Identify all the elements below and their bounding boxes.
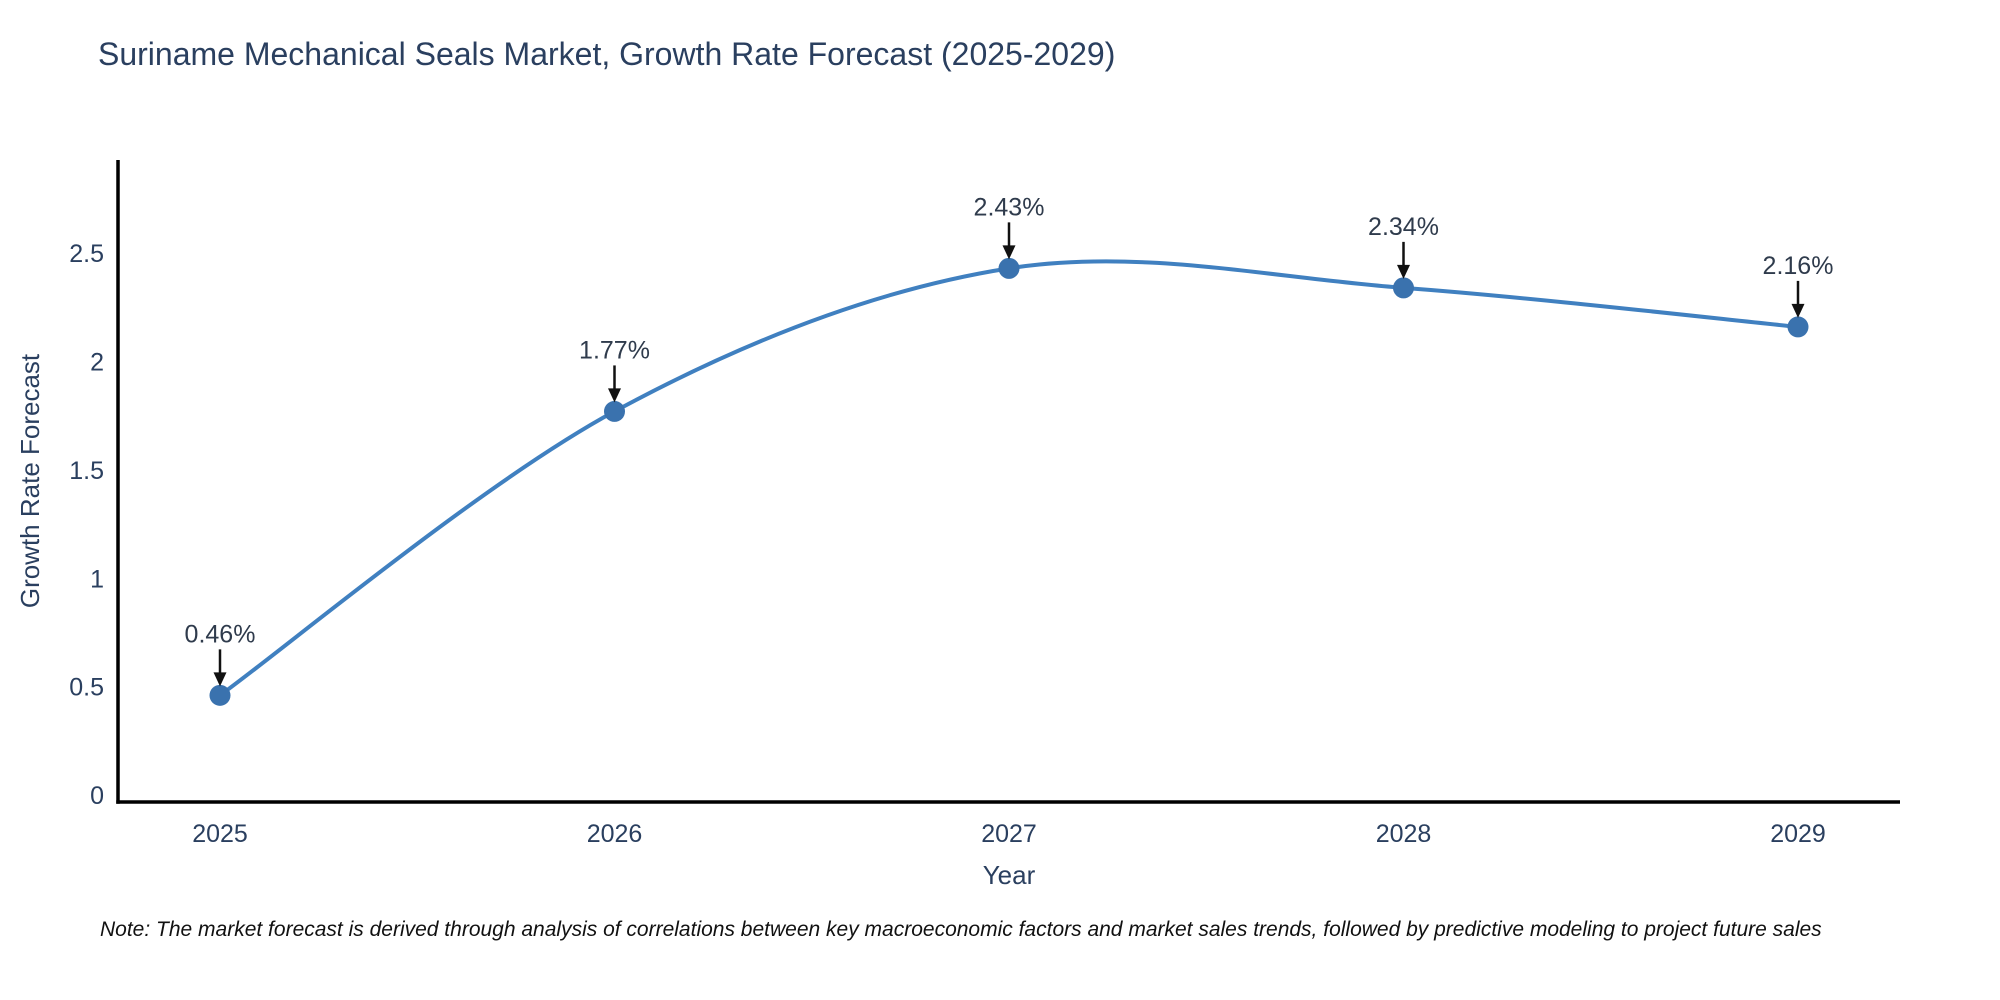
chart-footnote: Note: The market forecast is derived thr… — [100, 918, 1822, 941]
trend-line — [218, 259, 1799, 697]
annotation-label: 1.77% — [579, 336, 650, 364]
data-point-marker — [1393, 277, 1414, 299]
y-tick-label: 1.5 — [69, 457, 104, 485]
annotation-label: 0.46% — [185, 620, 256, 648]
annotation-label: 2.16% — [1763, 252, 1834, 280]
y-tick-label: 0 — [90, 782, 104, 810]
x-tick-label: 2025 — [192, 820, 248, 848]
data-point-marker — [209, 684, 231, 706]
x-tick-label: 2028 — [1376, 820, 1432, 848]
y-axis-title: Growth Rate Forecast — [15, 353, 45, 608]
y-tick-label: 1 — [90, 565, 104, 593]
data-point-marker — [604, 400, 625, 422]
x-tick-label: 2026 — [587, 820, 643, 848]
x-tick-label: 2027 — [981, 820, 1037, 848]
annotation-arrow-head — [1002, 245, 1016, 260]
chart-title: Suriname Mechanical Seals Market, Growth… — [98, 36, 1116, 72]
annotation-label: 2.43% — [974, 193, 1045, 221]
annotation-arrow-head — [1397, 264, 1410, 279]
x-axis-title: Year — [983, 860, 1036, 890]
annotation-label: 2.34% — [1368, 213, 1439, 241]
y-tick-label: 2 — [90, 349, 104, 377]
x-tick-label: 2029 — [1770, 820, 1826, 848]
data-point-marker — [998, 257, 1020, 279]
annotation-arrow-head — [213, 672, 227, 687]
y-tick-label: 0.5 — [69, 674, 104, 702]
data-point-marker — [1787, 316, 1809, 338]
annotation-arrow-head — [1791, 303, 1805, 318]
annotation-arrow-head — [608, 388, 621, 403]
y-tick-label: 2.5 — [69, 240, 104, 268]
